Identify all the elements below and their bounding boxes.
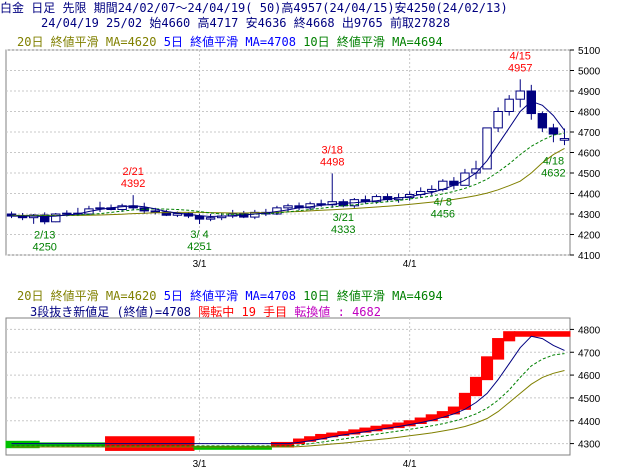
candle-up	[504, 98, 514, 112]
candle-up	[493, 111, 503, 129]
lower-legend-ma5: 5日 終値平滑 MA=4708	[163, 289, 296, 303]
lower-gridlines	[5, 317, 571, 456]
legend-ma20: 20日 終値平滑 MA=4620	[17, 35, 157, 49]
annotation-value: 4632	[541, 167, 565, 179]
candle-up	[427, 188, 437, 192]
y-tick-label: 4900	[578, 87, 601, 98]
upper-moving-averages	[11, 100, 565, 218]
candle-down	[194, 215, 205, 220]
annotation-date: 4/ 8	[434, 196, 452, 208]
x-tick-label: 4/1	[403, 259, 417, 270]
y-tick-label: 5000	[578, 67, 601, 78]
y-tick-label: 4600	[578, 371, 601, 382]
period-stats: 高4957(24/04/15)安4250(24/02/13)	[281, 1, 508, 15]
annotation-value: 4498	[320, 156, 344, 168]
annotation-value: 4251	[187, 241, 211, 253]
candle-up	[559, 138, 570, 141]
y-tick-label: 4800	[578, 108, 601, 119]
x-tick-label: 3/1	[193, 459, 207, 470]
y-tick-label: 4300	[578, 440, 601, 451]
annotation-date: 2/13	[34, 229, 55, 241]
y-tick-label: 5100	[578, 46, 601, 57]
sanbon-turn: 転換値 : 4682	[294, 305, 381, 319]
annotation-date: 4/18	[543, 155, 564, 167]
plot-frame	[5, 49, 571, 256]
candle-up	[283, 205, 293, 209]
plot-frame	[5, 317, 571, 456]
upper-gridlines	[5, 49, 571, 256]
sanbon-label: 3段抜き新値足 (終値)=4708	[30, 305, 192, 319]
title-row: 白金 日足 先限 期間24/02/07〜24/04/19( 50)高4957(2…	[0, 1, 624, 16]
annotation-date: 2/21	[122, 166, 143, 178]
brick-up	[492, 338, 505, 360]
candle-down	[316, 203, 326, 206]
lower-legend-ma10: 10日 終値平滑 MA=4694	[303, 289, 443, 303]
y-tick-label: 4800	[578, 325, 601, 336]
ma10-line	[11, 132, 565, 217]
lower-moving-averages	[11, 335, 565, 448]
lower-ma10-line	[11, 353, 565, 447]
candle-up	[205, 217, 216, 220]
sanbon-row: 3段抜き新値足 (終値)=4708 陽転中 19 手目 転換値 : 4682	[30, 305, 624, 320]
annotation-date: 4/15	[510, 50, 531, 62]
candle-up	[482, 127, 492, 170]
y-tick-label: 4700	[578, 348, 601, 359]
ma5-line	[11, 100, 565, 218]
y-tick-label: 4200	[578, 231, 601, 242]
y-tick-label: 4600	[578, 149, 601, 160]
annotation-value: 4957	[508, 62, 532, 74]
chart-title: 白金 日足 先限 期間	[0, 1, 118, 15]
brick-up	[514, 331, 571, 337]
legend-ma10: 10日 終値平滑 MA=4694	[303, 35, 443, 49]
brick-up	[481, 356, 494, 381]
annotation-value: 4333	[331, 224, 355, 236]
y-tick-label: 4700	[578, 128, 601, 139]
ohlc-row: 24/04/19 25/02 始4660 高4717 安4636 終4668 出…	[41, 16, 624, 31]
brick-up	[436, 411, 449, 419]
ohlc-summary: 24/04/19 25/02 始4660 高4717 安4636 終4668 出…	[41, 16, 451, 30]
y-tick-label: 4100	[578, 251, 601, 262]
upper-y-axis: 4100 4200 4300 4400 4500 4600 4700 4800 4900 5000…	[193, 46, 601, 270]
candle-up	[327, 201, 337, 206]
y-tick-label: 4300	[578, 210, 601, 221]
candle-down	[537, 113, 548, 129]
lower-ma20-line	[11, 370, 565, 448]
candle-up	[515, 90, 525, 100]
brick-up	[469, 376, 483, 397]
y-tick-label: 4400	[578, 190, 601, 201]
brick-up	[503, 331, 516, 342]
brick-up	[447, 406, 460, 415]
lower-ma5-line	[11, 335, 565, 445]
annotation-value: 4250	[32, 241, 56, 253]
candle-up	[51, 213, 61, 223]
y-tick-label: 4500	[578, 394, 601, 405]
annotation-value: 4456	[431, 208, 455, 220]
candle-down	[548, 127, 559, 135]
annotation-date: 3/21	[333, 212, 354, 224]
annotation-date: 3/ 4	[190, 229, 208, 241]
x-tick-label: 3/1	[193, 259, 207, 270]
annotation-value: 4392	[121, 178, 145, 190]
lower-legend: 20日 終値平滑 MA=4620 5日 終値平滑 MA=4708 10日 終値平…	[17, 289, 624, 304]
candle-up	[460, 172, 470, 186]
candle-up	[172, 213, 183, 216]
annotation-date: 3/18	[322, 144, 343, 156]
lower-y-axis: 4300 4400 4500 4600 4700 4800 3/1 4/1	[193, 325, 601, 470]
candle-up	[62, 212, 72, 215]
legend-ma5: 5日 終値平滑 MA=4708	[163, 35, 296, 49]
y-tick-label: 4500	[578, 169, 601, 180]
candle-up	[371, 196, 382, 203]
sanbon-status: 陽転中 19 手目	[198, 305, 288, 319]
y-tick-label: 4400	[578, 417, 601, 428]
period-range: 24/02/07〜24/04/19( 50)	[117, 1, 282, 15]
lower-legend-ma20: 20日 終値平滑 MA=4620	[17, 289, 157, 303]
candle-down	[150, 210, 160, 213]
x-tick-label: 4/1	[403, 459, 417, 470]
candle-down	[526, 90, 536, 115]
upper-legend: 20日 終値平滑 MA=4620 5日 終値平滑 MA=4708 10日 終値平…	[17, 35, 624, 50]
candle-down	[449, 180, 459, 186]
